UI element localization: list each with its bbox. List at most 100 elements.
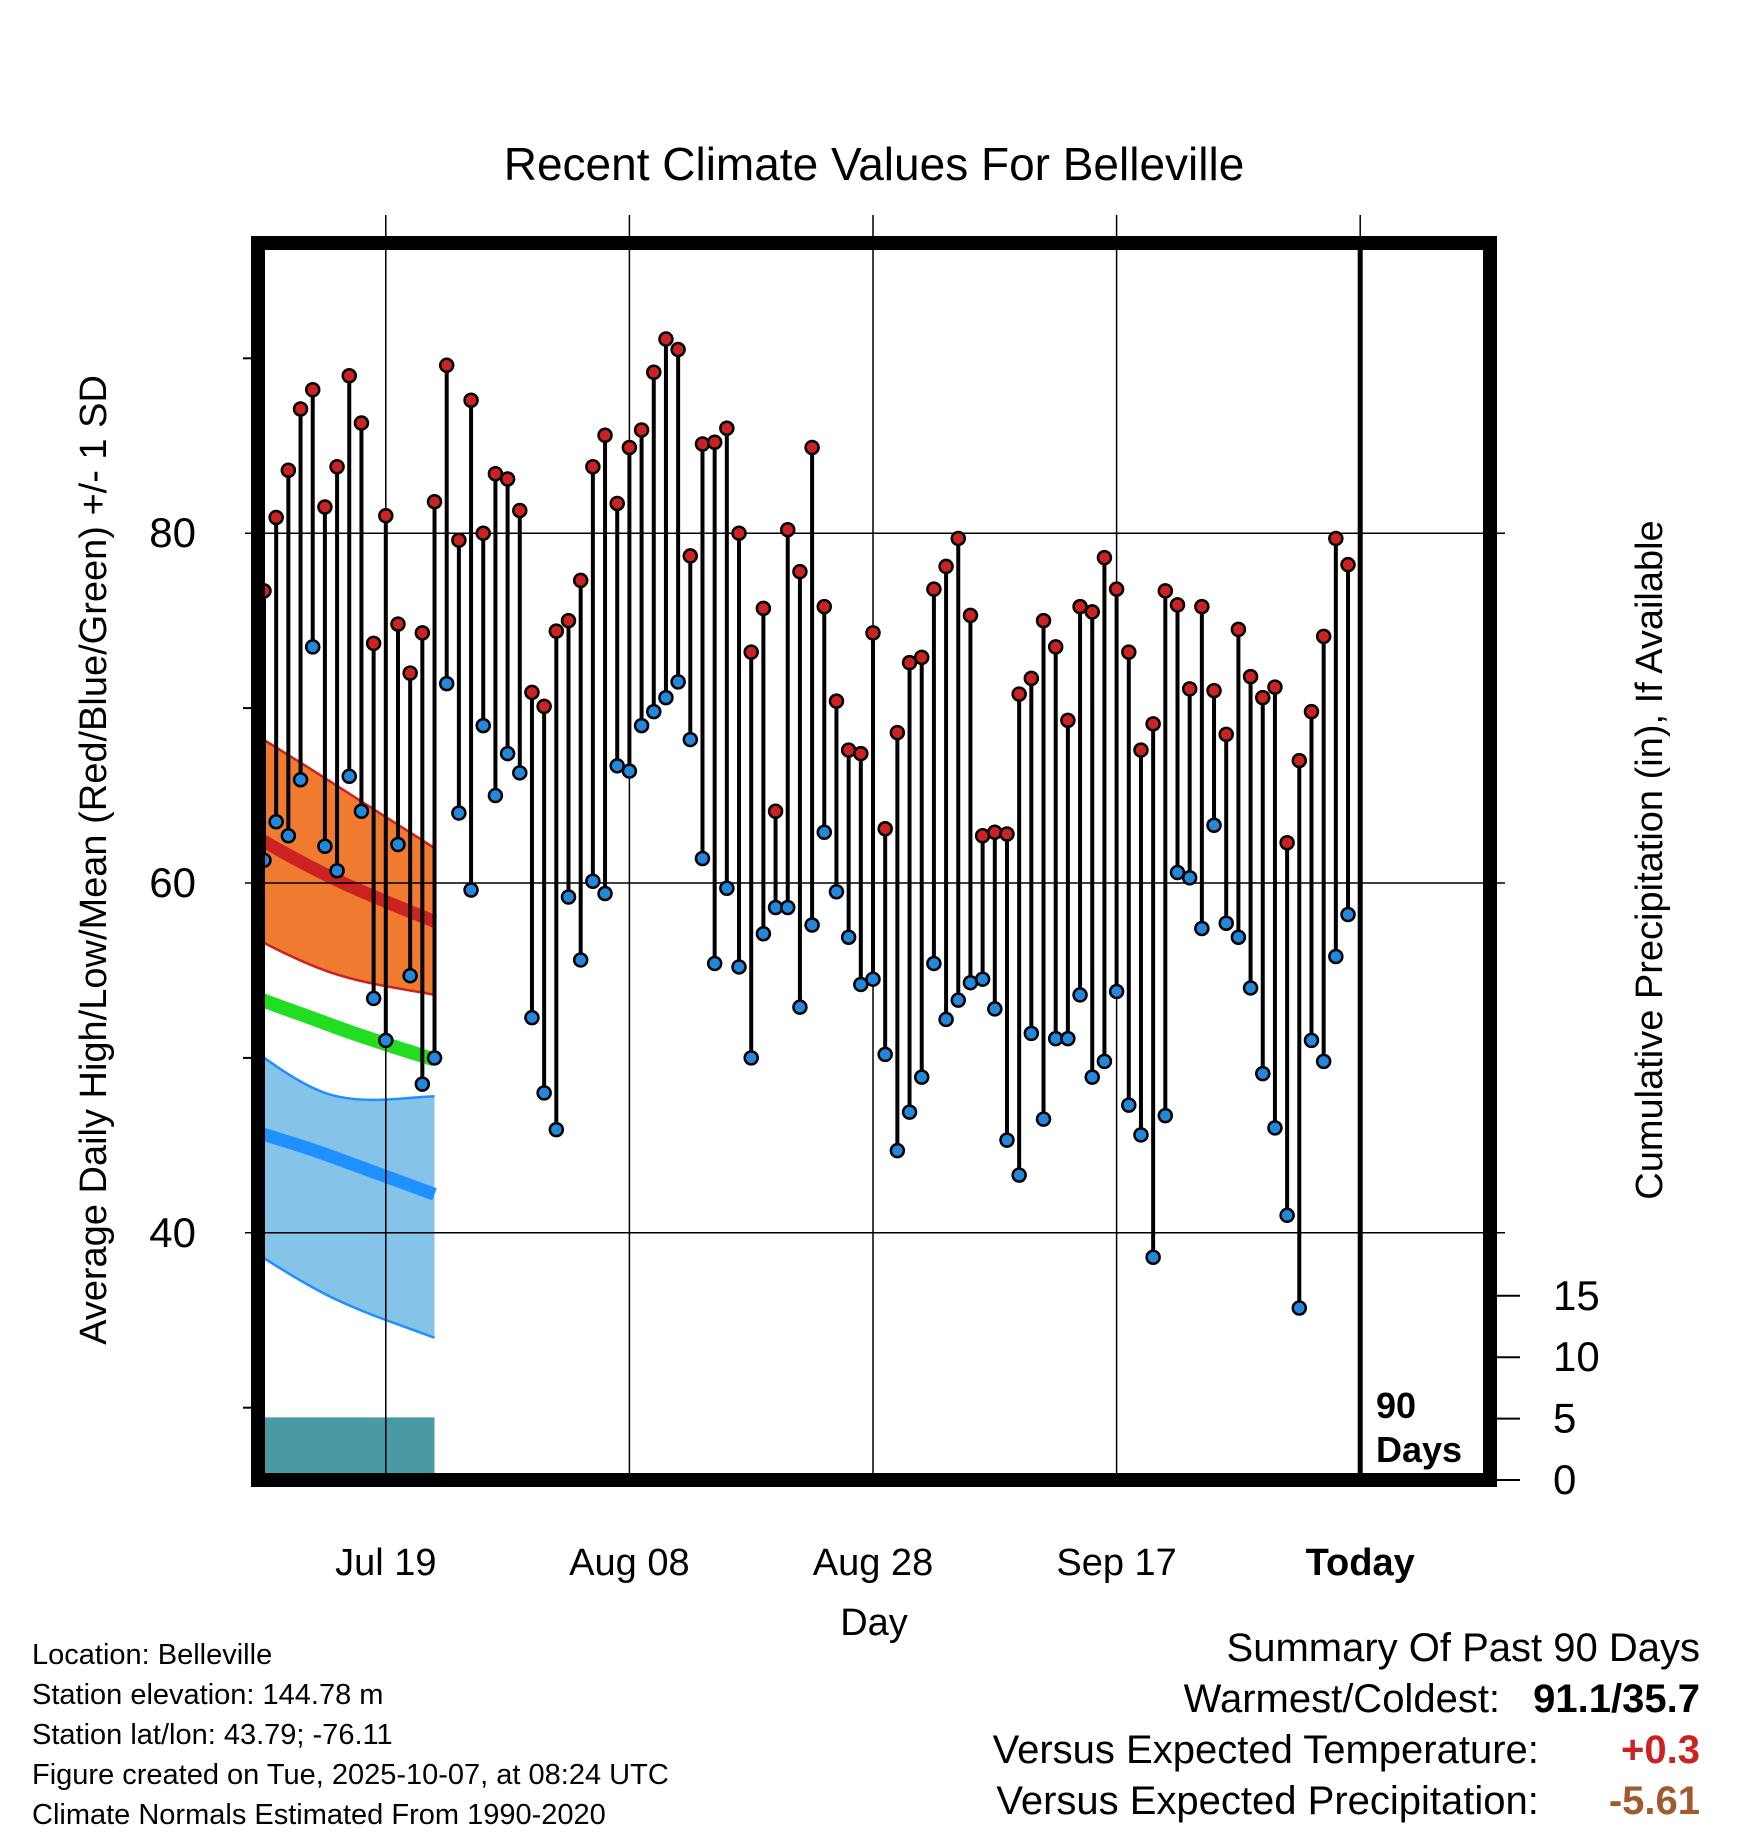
high-point bbox=[706, 434, 723, 451]
low-point bbox=[1230, 929, 1247, 945]
high-point bbox=[755, 600, 772, 617]
low-point bbox=[536, 1085, 552, 1101]
high-point bbox=[426, 493, 443, 510]
low-point bbox=[451, 805, 467, 821]
high-point bbox=[317, 499, 333, 515]
low-point bbox=[974, 971, 991, 987]
high-point bbox=[268, 509, 284, 526]
high-point bbox=[292, 401, 309, 417]
high-point bbox=[438, 357, 455, 374]
warmest-value: 91.1/35.7 bbox=[1533, 1677, 1700, 1721]
low-point bbox=[585, 873, 601, 890]
high-point bbox=[1242, 668, 1259, 685]
high-point bbox=[950, 530, 967, 547]
low-point bbox=[889, 1142, 906, 1159]
high-point bbox=[853, 745, 869, 762]
low-point bbox=[426, 1050, 443, 1066]
daily-points bbox=[256, 331, 1356, 1316]
low-point bbox=[987, 1001, 1003, 1017]
low-point bbox=[1108, 983, 1125, 1000]
low-point bbox=[719, 880, 735, 896]
high-point bbox=[378, 507, 394, 524]
low-point bbox=[658, 689, 674, 706]
high-point bbox=[280, 462, 297, 478]
high-point bbox=[926, 581, 942, 597]
low-point bbox=[901, 1104, 918, 1120]
low-point bbox=[329, 863, 345, 879]
high-point bbox=[1084, 604, 1100, 620]
low-point bbox=[694, 850, 711, 867]
temp-label: Versus Expected Temperature: bbox=[992, 1728, 1539, 1772]
x-tick-label-0: Jul 19 bbox=[335, 1542, 436, 1584]
high-point bbox=[341, 368, 358, 384]
high-point bbox=[1291, 752, 1308, 769]
low-point bbox=[1060, 1030, 1076, 1047]
high-point bbox=[682, 548, 699, 564]
y-right-tick-label-2: 10 bbox=[1553, 1333, 1600, 1380]
low-point bbox=[390, 836, 406, 853]
today-days-label: 90 bbox=[1376, 1385, 1416, 1426]
x-tick-label-2: Aug 28 bbox=[813, 1542, 933, 1584]
high-point bbox=[1181, 681, 1198, 697]
y-left-tick-label-0: 40 bbox=[149, 1209, 196, 1256]
high-point bbox=[1230, 621, 1247, 638]
low-point bbox=[560, 889, 577, 905]
high-point bbox=[1035, 612, 1052, 629]
high-point bbox=[414, 625, 431, 641]
high-point bbox=[767, 803, 784, 820]
high-point bbox=[1255, 689, 1271, 706]
today-days-label-2: Days bbox=[1376, 1429, 1462, 1470]
high-point bbox=[621, 439, 638, 456]
low-point bbox=[1035, 1111, 1052, 1127]
low-point bbox=[1157, 1107, 1174, 1124]
axes bbox=[243, 236, 1520, 1487]
high-point bbox=[987, 824, 1003, 841]
low-point bbox=[572, 952, 589, 968]
low-point bbox=[1121, 1097, 1137, 1113]
tick-labels: Jul 19 Aug 08 Aug 28 Sep 17 Today 40 60 80 0 5 10 1… bbox=[149, 509, 1599, 1584]
high-point bbox=[804, 439, 820, 456]
high-point bbox=[1340, 556, 1356, 573]
y-right-tick-label-3: 15 bbox=[1553, 1272, 1600, 1319]
high-point bbox=[585, 458, 601, 475]
low-point bbox=[1340, 906, 1356, 923]
high-point bbox=[962, 607, 979, 624]
high-point bbox=[1157, 583, 1174, 599]
low-point bbox=[743, 1050, 759, 1066]
low-point bbox=[304, 639, 321, 655]
high-point bbox=[1194, 598, 1210, 615]
high-point bbox=[1206, 682, 1222, 699]
high-point bbox=[365, 635, 382, 652]
x-axis-label: Day bbox=[840, 1602, 908, 1644]
high-point bbox=[877, 821, 893, 837]
low-point bbox=[402, 967, 418, 984]
high-point bbox=[1060, 712, 1076, 729]
low-point bbox=[670, 674, 686, 690]
high-point bbox=[719, 420, 735, 437]
high-point bbox=[828, 693, 845, 709]
low-point bbox=[621, 763, 638, 779]
low-point bbox=[828, 883, 845, 900]
high-point bbox=[597, 427, 613, 444]
low-point bbox=[792, 999, 808, 1015]
low-point bbox=[414, 1076, 431, 1092]
high-point bbox=[792, 563, 808, 580]
low-point bbox=[280, 828, 297, 844]
daily-range-bars bbox=[262, 339, 1351, 1309]
summary-panel: Summary Of Past 90 Days Warmest/Coldest:… bbox=[993, 1623, 1700, 1827]
high-point bbox=[1096, 549, 1113, 566]
low-point bbox=[779, 899, 796, 916]
location-text: Location: Belleville bbox=[32, 1639, 273, 1671]
plot-area bbox=[263, 737, 438, 1474]
high-point bbox=[646, 364, 662, 381]
station-info: Location: Belleville Station elevation: … bbox=[32, 1635, 669, 1835]
low-point bbox=[1206, 817, 1222, 834]
high-point bbox=[694, 436, 711, 452]
low-point bbox=[1084, 1069, 1100, 1085]
y-axis-left-label: Average Daily High/Low/Mean (Red/Blue/Gr… bbox=[73, 375, 115, 1345]
y-right-tick-label-0: 0 bbox=[1553, 1456, 1576, 1503]
low-point bbox=[1279, 1207, 1295, 1224]
temp-value: +0.3 bbox=[1621, 1728, 1700, 1772]
high-point bbox=[1023, 670, 1040, 687]
